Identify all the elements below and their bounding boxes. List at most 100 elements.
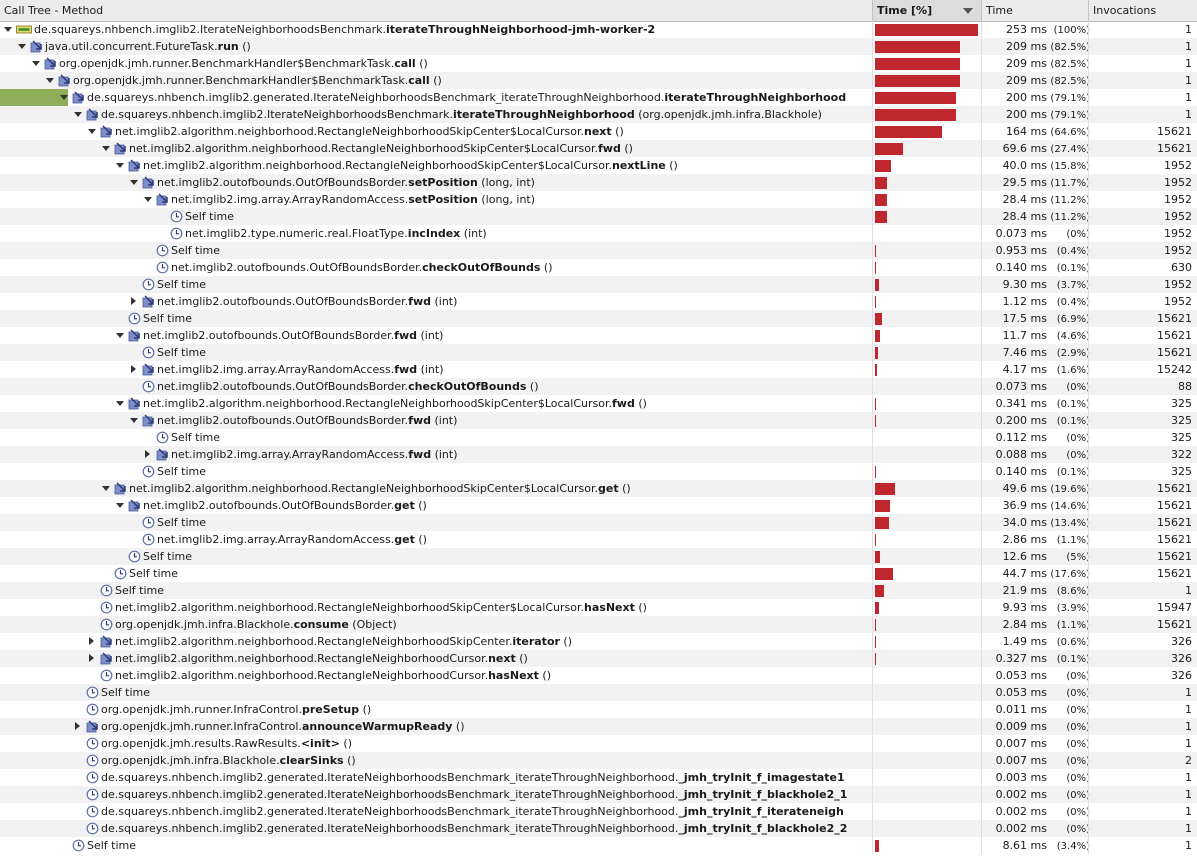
call-tree-row[interactable]: net.imglib2.outofbounds.OutOfBoundsBorde… <box>0 174 1197 191</box>
collapse-toggle-icon[interactable] <box>130 180 138 185</box>
time-percent-column-header[interactable]: Time [%] <box>873 0 982 21</box>
time-percent-bar <box>875 92 957 104</box>
call-tree-row[interactable]: net.imglib2.img.array.ArrayRandomAccess.… <box>0 191 1197 208</box>
call-tree-row[interactable]: net.imglib2.outofbounds.OutOfBoundsBorde… <box>0 497 1197 514</box>
call-tree-row[interactable]: Self time 0.053 ms (0%) 1 <box>0 684 1197 701</box>
time-percent-cell <box>873 378 981 395</box>
collapse-toggle-icon[interactable] <box>74 112 82 117</box>
call-tree-row[interactable]: net.imglib2.img.array.ArrayRandomAccess.… <box>0 361 1197 378</box>
call-tree-row[interactable]: Self time 44.7 ms (17.6%) 15621 <box>0 565 1197 582</box>
collapse-toggle-icon[interactable] <box>102 146 110 151</box>
call-tree-row[interactable]: net.imglib2.outofbounds.OutOfBoundsBorde… <box>0 327 1197 344</box>
call-tree-row[interactable]: Self time 0.140 ms (0.1%) 325 <box>0 463 1197 480</box>
collapse-toggle-icon[interactable] <box>116 163 124 168</box>
call-tree-row[interactable]: de.squareys.nhbench.imglib2.generated.It… <box>0 769 1197 786</box>
call-tree-row[interactable]: net.imglib2.outofbounds.OutOfBoundsBorde… <box>0 378 1197 395</box>
time-percent-cell <box>873 582 981 599</box>
expand-toggle-icon[interactable] <box>75 722 80 730</box>
method-package: org.openjdk.jmh.runner.InfraControl. <box>101 703 302 716</box>
call-tree-row[interactable]: Self time 7.46 ms (2.9%) 15621 <box>0 344 1197 361</box>
collapse-toggle-icon[interactable] <box>130 418 138 423</box>
column-separator <box>981 327 982 344</box>
call-tree-row[interactable]: net.imglib2.algorithm.neighborhood.Recta… <box>0 667 1197 684</box>
time-column-header[interactable]: Time <box>982 0 1089 21</box>
expand-toggle-icon[interactable] <box>89 654 94 662</box>
call-tree-row[interactable]: org.openjdk.jmh.infra.Blackhole.consume … <box>0 616 1197 633</box>
invocations-cell: 1952 <box>1164 159 1192 172</box>
collapse-toggle-icon[interactable] <box>4 27 12 32</box>
call-tree-row[interactable]: de.squareys.nhbench.imglib2.generated.It… <box>0 89 1197 106</box>
time-value: 0.140 ms <box>995 261 1047 274</box>
call-tree-row[interactable]: de.squareys.nhbench.imglib2.generated.It… <box>0 820 1197 837</box>
collapse-toggle-icon[interactable] <box>32 61 40 66</box>
call-tree-row[interactable]: Self time 12.6 ms (5%) 15621 <box>0 548 1197 565</box>
time-cell: 1.49 ms (0.6%) <box>982 633 1090 650</box>
call-tree-row[interactable]: Self time 28.4 ms (11.2%) 1952 <box>0 208 1197 225</box>
call-tree-row[interactable]: org.openjdk.jmh.runner.InfraControl.anno… <box>0 718 1197 735</box>
invocations-column-header[interactable]: Invocations <box>1089 0 1197 21</box>
call-tree-row[interactable]: net.imglib2.algorithm.neighborhood.Recta… <box>0 123 1197 140</box>
collapse-toggle-icon[interactable] <box>60 95 68 100</box>
method-package: org.openjdk.jmh.runner.BenchmarkHandler$… <box>59 57 395 70</box>
expand-toggle-icon[interactable] <box>89 637 94 645</box>
call-tree-row[interactable]: net.imglib2.algorithm.neighborhood.Recta… <box>0 650 1197 667</box>
collapse-toggle-icon[interactable] <box>116 333 124 338</box>
expand-toggle-icon[interactable] <box>131 297 136 305</box>
call-tree-row[interactable]: Self time 21.9 ms (8.6%) 1 <box>0 582 1197 599</box>
call-tree-row[interactable]: net.imglib2.algorithm.neighborhood.Recta… <box>0 140 1197 157</box>
call-tree-row[interactable]: org.openjdk.jmh.results.RawResults.<init… <box>0 735 1197 752</box>
collapse-toggle-icon[interactable] <box>116 503 124 508</box>
method-args: (long, int) <box>477 176 535 189</box>
method-column-header[interactable]: Call Tree - Method <box>0 0 873 21</box>
collapse-toggle-icon[interactable] <box>46 78 54 83</box>
call-tree-row[interactable]: net.imglib2.type.numeric.real.FloatType.… <box>0 225 1197 242</box>
column-separator <box>981 548 982 565</box>
column-separator <box>981 208 982 225</box>
call-tree-row[interactable]: org.openjdk.jmh.runner.InfraControl.preS… <box>0 701 1197 718</box>
call-tree-row[interactable]: net.imglib2.algorithm.neighborhood.Recta… <box>0 633 1197 650</box>
call-tree-row[interactable]: Self time 34.0 ms (13.4%) 15621 <box>0 514 1197 531</box>
call-tree-row[interactable]: Self time 0.112 ms (0%) 325 <box>0 429 1197 446</box>
call-tree-row[interactable]: net.imglib2.outofbounds.OutOfBoundsBorde… <box>0 259 1197 276</box>
expand-toggle-icon[interactable] <box>131 365 136 373</box>
call-tree-row[interactable]: Self time 9.30 ms (3.7%) 1952 <box>0 276 1197 293</box>
call-tree-row[interactable]: net.imglib2.outofbounds.OutOfBoundsBorde… <box>0 412 1197 429</box>
collapse-toggle-icon[interactable] <box>88 129 96 134</box>
call-tree-row[interactable]: net.imglib2.algorithm.neighborhood.Recta… <box>0 599 1197 616</box>
time-percent-cell <box>873 361 981 378</box>
call-tree-row[interactable]: net.imglib2.img.array.ArrayRandomAccess.… <box>0 446 1197 463</box>
time-percent-bar <box>875 398 876 410</box>
invocations-cell: 15947 <box>1157 601 1192 614</box>
method-args: () <box>538 669 552 682</box>
column-header: Call Tree - Method Time [%] Time Invocat… <box>0 0 1197 22</box>
call-tree-row[interactable]: net.imglib2.algorithm.neighborhood.Recta… <box>0 157 1197 174</box>
collapse-toggle-icon[interactable] <box>102 486 110 491</box>
call-tree-row[interactable]: de.squareys.nhbench.imglib2.generated.It… <box>0 803 1197 820</box>
column-separator <box>1088 276 1089 293</box>
call-tree-row[interactable]: net.imglib2.algorithm.neighborhood.Recta… <box>0 395 1197 412</box>
call-tree-row[interactable]: org.openjdk.jmh.runner.BenchmarkHandler$… <box>0 72 1197 89</box>
column-separator <box>1088 72 1089 89</box>
call-tree-row[interactable]: net.imglib2.img.array.ArrayRandomAccess.… <box>0 531 1197 548</box>
call-tree-row[interactable]: de.squareys.nhbench.imglib2.IterateNeigh… <box>0 106 1197 123</box>
time-cell: 0.953 ms (0.4%) <box>982 242 1090 259</box>
time-cell: 0.002 ms (0%) <box>982 820 1090 837</box>
call-tree-row[interactable]: de.squareys.nhbench.imglib2.IterateNeigh… <box>0 21 1197 38</box>
call-tree-row[interactable]: org.openjdk.jmh.infra.Blackhole.clearSin… <box>0 752 1197 769</box>
call-tree-row[interactable]: Self time 8.61 ms (3.4%) 1 <box>0 837 1197 854</box>
call-tree-row[interactable]: net.imglib2.outofbounds.OutOfBoundsBorde… <box>0 293 1197 310</box>
call-tree-row[interactable]: Self time 17.5 ms (6.9%) 15621 <box>0 310 1197 327</box>
method-cell: org.openjdk.jmh.results.RawResults.<init… <box>0 735 872 752</box>
collapse-toggle-icon[interactable] <box>144 197 152 202</box>
time-value: 253 ms <box>1006 23 1047 36</box>
call-tree-row[interactable]: de.squareys.nhbench.imglib2.generated.It… <box>0 786 1197 803</box>
call-tree-row[interactable]: java.util.concurrent.FutureTask.run () 20… <box>0 38 1197 55</box>
call-tree-row[interactable]: net.imglib2.algorithm.neighborhood.Recta… <box>0 480 1197 497</box>
call-tree-row[interactable]: Self time 0.953 ms (0.4%) 1952 <box>0 242 1197 259</box>
collapse-toggle-icon[interactable] <box>116 401 124 406</box>
call-tree-row[interactable]: org.openjdk.jmh.runner.BenchmarkHandler$… <box>0 55 1197 72</box>
expand-toggle-icon[interactable] <box>145 450 150 458</box>
method-label: de.squareys.nhbench.imglib2.IterateNeigh… <box>101 106 822 123</box>
column-separator <box>872 310 873 327</box>
collapse-toggle-icon[interactable] <box>18 44 26 49</box>
